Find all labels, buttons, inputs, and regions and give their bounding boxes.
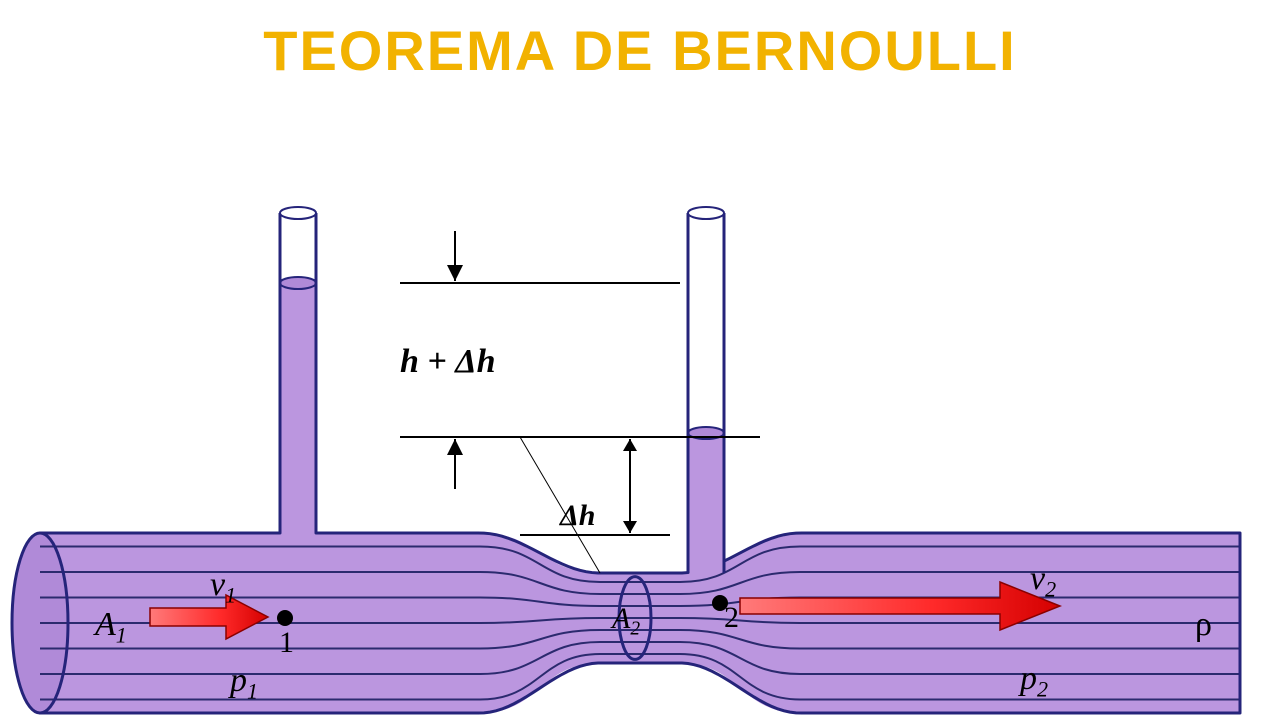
svg-text:Δh: Δh <box>559 499 596 532</box>
bernoulli-diagram: A1v1p1A2v2p2ρ12h + ΔhΔh <box>0 83 1280 720</box>
svg-text:ρ: ρ <box>1195 606 1212 643</box>
svg-text:2: 2 <box>724 601 739 634</box>
svg-text:1: 1 <box>279 626 294 659</box>
svg-text:h + Δh: h + Δh <box>400 343 496 380</box>
page-title: TEOREMA DE BERNOULLI <box>0 0 1280 83</box>
